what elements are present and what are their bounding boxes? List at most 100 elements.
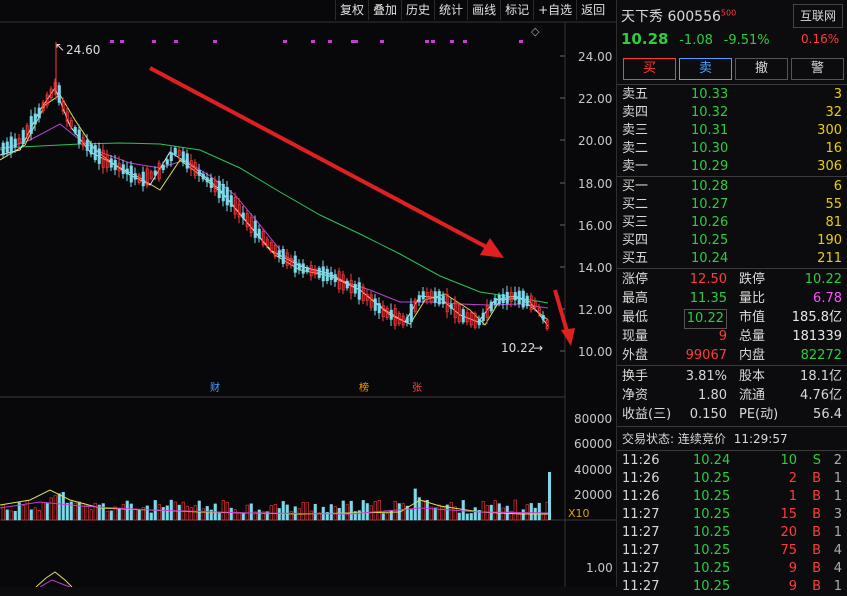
tick-row[interactable]: 11:26 10.25 2 B 1 [617, 470, 847, 488]
kline-chart[interactable]: ↖ 24.60 10.22 → ◇ 24.00 22.00 20.00 18.0… [0, 0, 616, 587]
volume-bar [277, 508, 281, 521]
volume-bar [105, 510, 109, 521]
bid-row[interactable]: 买一 10.28 6 [617, 178, 847, 196]
tick-row[interactable]: 11:26 10.24 10 S 2 [617, 452, 847, 470]
volume-bar [257, 509, 261, 521]
draw-line-button[interactable]: 画线 [467, 0, 500, 20]
ask-volume: 32 [825, 105, 842, 120]
candle-body [301, 263, 305, 274]
signal-dot [311, 40, 315, 43]
volume-bar [437, 504, 441, 521]
volume-tick: 40000 [574, 463, 612, 477]
status-value: 连续竞价 [677, 432, 726, 446]
fundamental-value: 1.80 [698, 388, 727, 403]
bid-row[interactable]: 买二 10.27 55 [617, 196, 847, 214]
tick-row[interactable]: 11:27 10.25 9 B 1 [617, 578, 847, 596]
candle-body [393, 307, 397, 326]
volume-bar [493, 500, 497, 521]
mark-button[interactable]: 标记 [500, 0, 533, 20]
limit-up-marker[interactable]: 张 [412, 383, 422, 394]
volume-bar [477, 509, 481, 521]
candle-body [173, 147, 177, 155]
ask-volume: 3 [833, 87, 842, 102]
candle-body [161, 164, 165, 170]
bid-row[interactable]: 买五 10.24 211 [617, 250, 847, 268]
signal-dot [519, 40, 523, 43]
add-watchlist-button[interactable]: +自选 [533, 0, 576, 20]
volume-bar [341, 500, 345, 521]
volume-bar [61, 491, 65, 521]
candle-body [381, 304, 385, 317]
volume-bar [17, 502, 21, 521]
tick-row[interactable]: 11:27 10.25 9 B 4 [617, 560, 847, 578]
bid-row[interactable]: 买三 10.26 81 [617, 214, 847, 232]
stat-value: 10.22 [804, 272, 842, 287]
volume-unit: X10 [568, 507, 590, 520]
restore-rights-button[interactable]: 复权 [335, 0, 368, 20]
candle-body [217, 180, 221, 198]
industry-button[interactable]: 互联网 [793, 4, 843, 28]
candle-body [21, 129, 25, 145]
cancel-button[interactable]: 撤 [735, 58, 788, 80]
tick-row[interactable]: 11:27 10.25 15 B 3 [617, 506, 847, 524]
divider [617, 268, 847, 269]
ranking-marker[interactable]: 榜 [359, 383, 369, 394]
stat-label: 最低 [622, 310, 649, 325]
candle-body [153, 170, 157, 176]
bid-row[interactable]: 买四 10.25 190 [617, 232, 847, 250]
candle-body [349, 280, 353, 294]
moving-average-lines [0, 86, 549, 327]
ask-label: 卖一 [622, 159, 649, 174]
candle-body [445, 294, 449, 313]
sell-button[interactable]: 卖 [679, 58, 732, 80]
candle-body [125, 168, 129, 175]
tick-row[interactable]: 11:27 10.25 20 B 1 [617, 524, 847, 542]
ask-row[interactable]: 卖五 10.33 3 [617, 86, 847, 104]
ask-row[interactable]: 卖四 10.32 32 [617, 104, 847, 122]
candle-body [261, 231, 265, 245]
candle-body [417, 295, 421, 302]
ask-row[interactable]: 卖二 10.30 16 [617, 140, 847, 158]
candle-body [325, 268, 329, 281]
signal-dot [450, 40, 454, 43]
tick-time: 11:27 [622, 543, 660, 558]
candle-body [533, 301, 537, 308]
alert-button[interactable]: 警 [791, 58, 844, 80]
buy-button[interactable]: 买 [623, 58, 676, 80]
candle-body [341, 274, 345, 291]
tick-row[interactable]: 11:27 10.25 75 B 4 [617, 542, 847, 560]
candle-body [101, 150, 105, 168]
volume-bar [461, 500, 465, 521]
volume-bar [101, 503, 105, 521]
candle-body [309, 265, 313, 277]
stat-row: 现量 9 总量 181339 [617, 328, 847, 346]
candle-body [193, 162, 197, 176]
volume-bar [141, 507, 145, 521]
candle-body [389, 309, 393, 320]
volume-bar [21, 505, 25, 521]
stat-value: 6.78 [813, 291, 842, 306]
ask-label: 卖五 [622, 87, 649, 102]
ask-volume: 300 [817, 123, 842, 138]
candle-body [377, 303, 381, 314]
financial-marker[interactable]: 财 [210, 383, 220, 394]
history-button[interactable]: 历史 [401, 0, 434, 20]
stat-label: 量比 [739, 291, 766, 306]
ask-row[interactable]: 卖三 10.31 300 [617, 122, 847, 140]
volume-bar [413, 488, 417, 521]
diamond-icon[interactable]: ◇ [531, 25, 540, 38]
fundamental-value: 56.4 [813, 407, 842, 422]
bid-label: 买三 [622, 215, 649, 230]
kline-panel[interactable]: 复权 叠加 历史 统计 画线 标记 +自选 返回 ↖ 24.60 10.22 → [0, 0, 616, 587]
overlay-button[interactable]: 叠加 [368, 0, 401, 20]
volume-bar [253, 511, 257, 521]
back-button[interactable]: 返回 [576, 0, 609, 20]
volume-bar [345, 504, 349, 521]
ask-row[interactable]: 卖一 10.29 306 [617, 158, 847, 176]
statistics-button[interactable]: 统计 [434, 0, 467, 20]
volume-bar [237, 512, 241, 521]
volume-bar [33, 507, 37, 521]
volume-bar [417, 497, 421, 521]
tick-row[interactable]: 11:26 10.25 1 B 1 [617, 488, 847, 506]
bid-price: 10.26 [691, 215, 729, 230]
